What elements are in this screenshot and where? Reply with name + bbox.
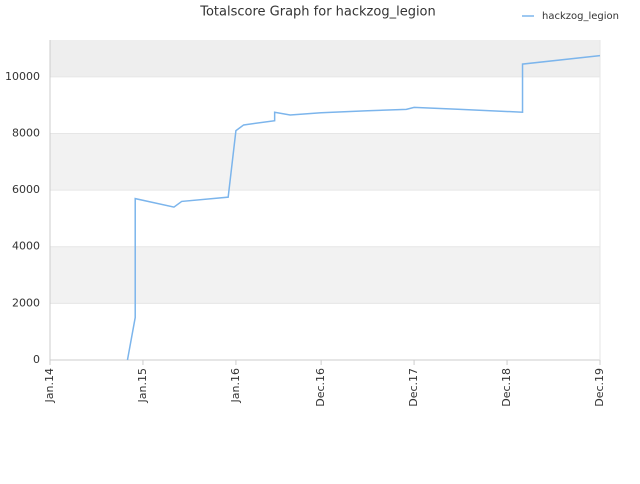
y-tick-label: 4000 (12, 240, 40, 253)
x-tick-label: Jan.15 (136, 368, 149, 403)
x-tick-label: Dec.17 (407, 368, 420, 407)
x-tick-label: Jan.16 (229, 368, 242, 403)
grid-band (50, 40, 600, 77)
grid-band (50, 133, 600, 191)
y-tick-label: 0 (33, 353, 40, 366)
x-tick-label: Jan.14 (43, 368, 56, 403)
y-tick-label: 8000 (12, 126, 40, 139)
y-tick-label: 2000 (12, 296, 40, 309)
grid-band (50, 246, 600, 304)
x-tick-label: Dec.18 (500, 368, 513, 407)
chart-title: Totalscore Graph for hackzog_legion (199, 5, 436, 20)
line (126, 54, 601, 361)
y-tick-label: 10000 (5, 70, 40, 83)
x-tick-label: Dec.19 (593, 368, 606, 407)
x-tick-label: Dec.16 (314, 368, 327, 407)
y-tick-label: 6000 (12, 183, 40, 196)
legend-label: hackzog_legion (542, 11, 619, 22)
